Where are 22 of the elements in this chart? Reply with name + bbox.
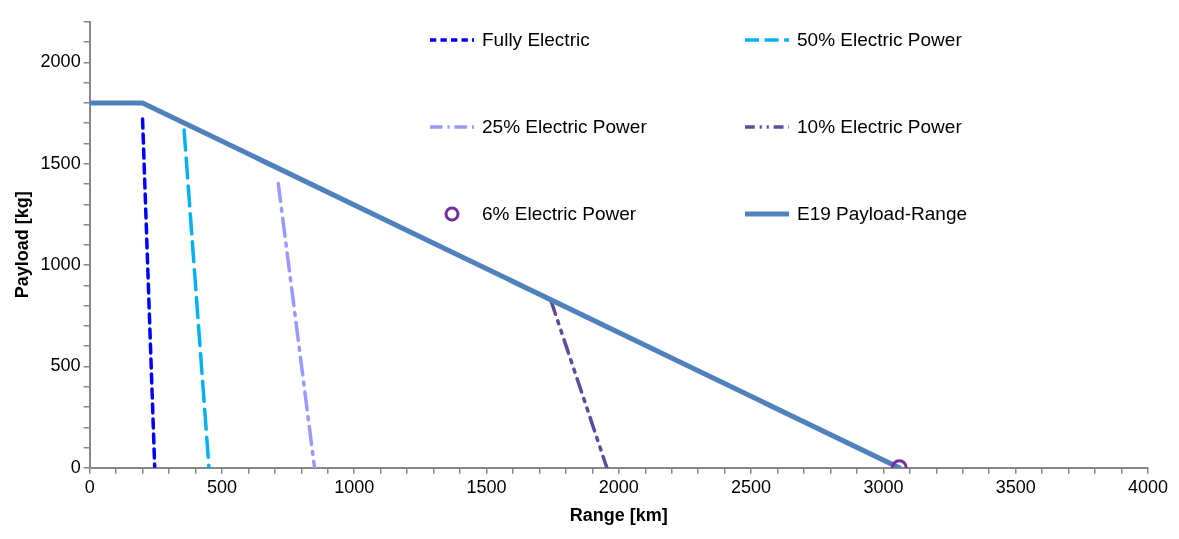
x-tick-label: 3500	[995, 476, 1036, 497]
legend-label: 50% Electric Power	[797, 28, 962, 51]
y-tick-label: 1500	[40, 152, 81, 173]
legend-label: E19 Payload-Range	[797, 202, 968, 225]
y-tick-label: 2000	[40, 51, 81, 72]
y-tick-label: 500	[50, 355, 81, 376]
x-tick-label: 0	[84, 476, 95, 497]
x-tick-label: 4000	[1127, 476, 1168, 497]
y-tick-label: 0	[70, 456, 81, 477]
x-tick-label: 500	[206, 476, 237, 497]
x-tick-label: 2500	[731, 476, 772, 497]
x-tick-label: 3000	[863, 476, 904, 497]
legend-label: 10% Electric Power	[797, 115, 962, 138]
legend-label: Fully Electric	[482, 28, 590, 51]
x-tick-label: 2000	[598, 476, 639, 497]
x-tick-label: 1500	[466, 476, 507, 497]
x-axis-title: Range [km]	[569, 505, 668, 526]
x-tick-label: 1000	[334, 476, 375, 497]
legend-label: 25% Electric Power	[482, 115, 647, 138]
y-tick-label: 1000	[40, 254, 81, 275]
y-axis-title: Payload [kg]	[11, 191, 32, 299]
legend-label: 6% Electric Power	[482, 202, 637, 225]
